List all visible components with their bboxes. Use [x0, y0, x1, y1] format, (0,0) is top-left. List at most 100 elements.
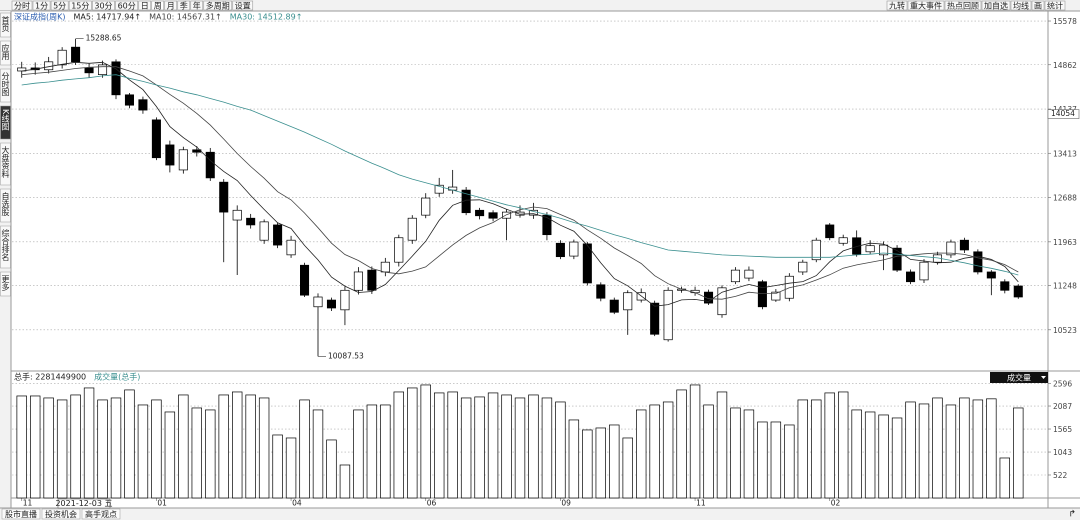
volume-bar	[97, 399, 108, 499]
tool-button[interactable]	[1044, 0, 1066, 11]
sidebar-label[interactable]: 更多	[1, 275, 10, 292]
period-button[interactable]	[115, 0, 139, 11]
tool-button[interactable]	[1031, 0, 1045, 11]
sidebar-button[interactable]	[0, 68, 11, 103]
period-label[interactable]: 季	[180, 1, 188, 11]
candle-body	[825, 224, 835, 239]
status-tab[interactable]	[81, 508, 121, 520]
sidebar-button[interactable]	[0, 105, 11, 140]
candle-body	[1000, 281, 1010, 291]
status-tab[interactable]	[1, 508, 41, 520]
volume-bar	[676, 389, 687, 499]
indicator-menu[interactable]: 成交量	[1007, 373, 1031, 383]
sidebar-label[interactable]: 应用	[1, 43, 10, 61]
period-label[interactable]: 年	[193, 1, 201, 11]
tool-label[interactable]: 画	[1034, 2, 1042, 11]
period-label[interactable]: 设置	[235, 1, 251, 11]
period-label[interactable]: 月	[167, 2, 175, 11]
y-tick-label: 10523	[1053, 326, 1077, 335]
tool-label[interactable]: 热点回顾	[947, 1, 979, 11]
tool-label[interactable]: 均线	[1013, 1, 1029, 11]
sidebar-label[interactable]: 大盘资料	[1, 145, 10, 179]
period-button[interactable]	[151, 0, 165, 11]
corner-icon[interactable]: ↱	[1068, 510, 1076, 520]
legend-entry: MA10: 14567.31↑	[149, 13, 222, 22]
sidebar-label[interactable]: 首页	[1, 15, 10, 33]
y-tick-label: 14862	[1053, 61, 1077, 70]
chart-title: 深证成指(周K)	[14, 12, 66, 22]
volume-bar	[70, 394, 81, 499]
period-button[interactable]	[190, 0, 204, 11]
period-label[interactable]: 60分	[118, 2, 136, 11]
volume-bar	[151, 399, 162, 499]
period-button[interactable]	[11, 0, 33, 11]
sidebar-button[interactable]	[0, 40, 11, 66]
volume-bar	[56, 399, 68, 499]
period-label[interactable]: 分时	[14, 1, 30, 11]
dropdown-arrow	[1041, 376, 1046, 379]
tool-button[interactable]	[981, 0, 1011, 11]
volume-bar	[474, 396, 485, 499]
candle-body	[582, 243, 592, 284]
status-tab[interactable]	[41, 508, 81, 520]
candle-body	[730, 269, 740, 283]
tool-label[interactable]: 九转	[889, 1, 905, 11]
sidebar-button[interactable]	[0, 12, 11, 38]
sidebar-label[interactable]: 分时图	[1, 72, 10, 97]
sidebar-label[interactable]: K线图	[1, 109, 10, 131]
period-label[interactable]: 5分	[53, 2, 66, 11]
period-label[interactable]: 日	[141, 2, 149, 11]
tool-label[interactable]: 重大事件	[910, 1, 942, 11]
y-tick-label: 1565	[1053, 425, 1072, 434]
tool-button[interactable]	[944, 0, 982, 11]
candle-body	[380, 261, 390, 273]
period-button[interactable]	[138, 0, 152, 11]
period-button[interactable]	[68, 0, 92, 11]
y-tick-label: 11963	[1053, 238, 1077, 247]
candle-body	[178, 149, 188, 171]
candle-body	[111, 61, 121, 96]
period-button[interactable]	[177, 0, 191, 11]
status-label[interactable]: 股市直播	[5, 509, 37, 519]
status-label[interactable]: 投资机会	[45, 509, 77, 519]
y-tick-label: 13413	[1053, 149, 1077, 158]
status-label[interactable]: 高手观点	[85, 509, 117, 519]
volume-bar	[124, 389, 135, 499]
sidebar-button[interactable]	[0, 271, 11, 297]
period-button[interactable]	[50, 0, 69, 11]
candle-body	[71, 46, 81, 63]
candle-body	[973, 251, 983, 273]
volume-bar	[178, 394, 189, 499]
tool-label[interactable]: 加自选	[984, 1, 1008, 11]
sidebar-button[interactable]	[0, 142, 11, 186]
volume-bar	[407, 387, 418, 499]
tool-button[interactable]	[1010, 0, 1032, 11]
volume-bar	[986, 398, 997, 499]
candle-body	[165, 144, 175, 166]
period-label[interactable]: 多周期	[206, 1, 230, 11]
period-button[interactable]	[203, 0, 233, 11]
period-label[interactable]: 周	[154, 2, 162, 11]
period-label[interactable]: 1分	[35, 2, 48, 11]
sidebar-label[interactable]: 自选股	[1, 191, 10, 217]
volume-bar	[784, 424, 795, 499]
y-tick-label: 15578	[1053, 17, 1077, 26]
sidebar-button[interactable]	[0, 188, 11, 223]
period-label[interactable]: 15分	[71, 2, 89, 11]
candle-body	[596, 284, 606, 299]
period-button[interactable]	[32, 0, 51, 11]
sidebar-label[interactable]: 综合排名	[1, 228, 10, 262]
period-button[interactable]	[92, 0, 115, 11]
sidebar-button[interactable]	[0, 225, 11, 269]
tool-button[interactable]	[886, 0, 908, 11]
volume-bar	[447, 391, 458, 499]
period-button[interactable]	[164, 0, 178, 11]
indicator-menu-box[interactable]	[990, 372, 1048, 383]
status-bar-bg	[0, 508, 1080, 520]
volume-bar	[393, 391, 404, 499]
period-button[interactable]	[232, 0, 254, 11]
period-label[interactable]: 30分	[94, 2, 112, 11]
tool-label[interactable]: 统计	[1047, 1, 1063, 11]
tool-button[interactable]	[907, 0, 945, 11]
